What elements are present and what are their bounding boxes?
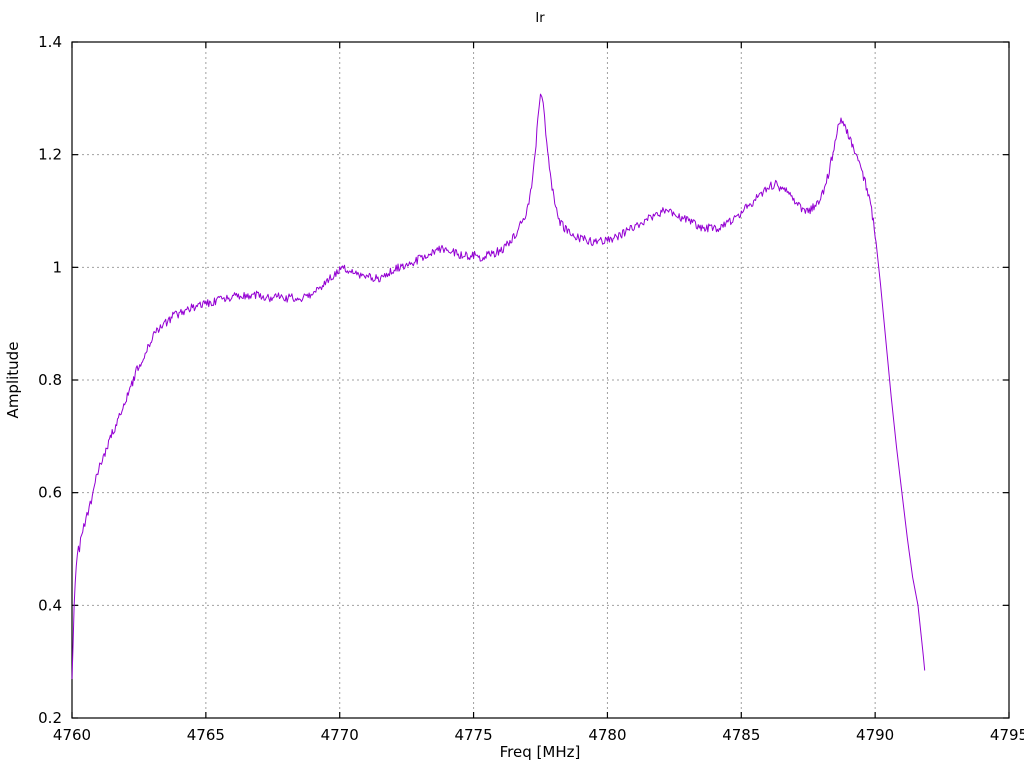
chart-title: Ir [535, 11, 545, 26]
y-tick-label: 0.8 [38, 371, 62, 389]
x-axis-label: Freq [MHz] [500, 743, 581, 761]
axis-ticks [71, 41, 1010, 719]
x-tick-label: 4785 [722, 726, 760, 744]
y-tick-labels: 0.2 0.4 0.6 0.8 1 1.2 1.4 [38, 33, 62, 727]
x-tick-labels: 4760 4765 4770 4775 4780 4785 4790 4795 [53, 726, 1024, 744]
y-tick-label: 1.2 [38, 146, 62, 164]
y-tick-label: 0.6 [38, 484, 62, 502]
x-tick-label: 4780 [588, 726, 626, 744]
x-tick-label: 4770 [321, 726, 359, 744]
data-series-line [71, 93, 926, 680]
x-tick-label: 4795 [990, 726, 1024, 744]
x-tick-label: 4775 [454, 726, 492, 744]
x-tick-label: 4760 [53, 726, 91, 744]
y-tick-label: 0.2 [38, 709, 62, 727]
y-axis-label: Amplitude [4, 342, 22, 419]
x-tick-label: 4765 [187, 726, 225, 744]
data-series-layer [71, 93, 926, 680]
y-tick-label: 1 [52, 258, 62, 276]
y-tick-label: 0.4 [38, 596, 62, 614]
grid-lines [72, 42, 1009, 718]
y-tick-label: 1.4 [38, 33, 62, 51]
x-tick-label: 4790 [856, 726, 894, 744]
